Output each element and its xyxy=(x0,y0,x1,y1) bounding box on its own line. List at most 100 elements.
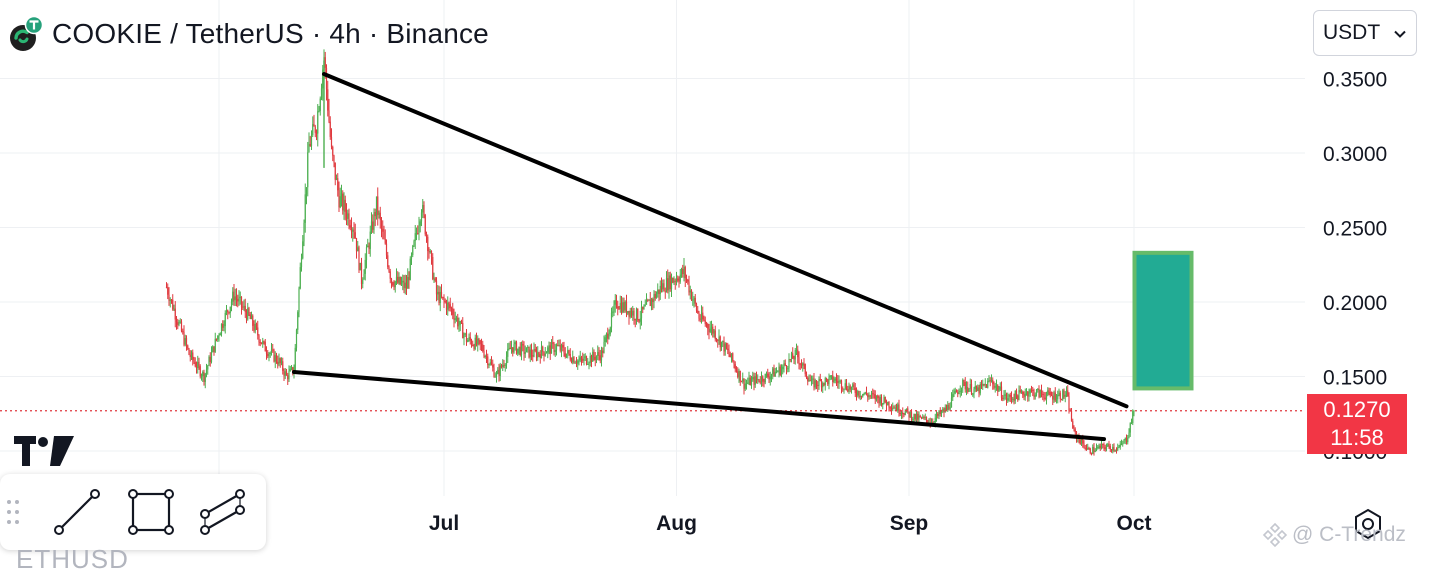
candle-body xyxy=(748,377,750,383)
candle-body xyxy=(1065,390,1068,395)
candle-body xyxy=(743,378,745,389)
candle-body xyxy=(675,278,678,282)
rectangle-icon[interactable] xyxy=(122,482,180,542)
candle-body xyxy=(408,277,410,280)
candle-body xyxy=(438,291,440,304)
candle-body xyxy=(925,417,928,421)
candle-body xyxy=(762,376,764,382)
candle-body xyxy=(248,308,250,315)
candle-body xyxy=(513,344,515,353)
candle-body xyxy=(783,363,785,367)
candle-body xyxy=(269,353,271,355)
candle-body xyxy=(397,276,399,283)
candle-body xyxy=(1042,393,1044,395)
candle-body xyxy=(895,407,898,411)
candle-body xyxy=(692,299,694,301)
candle-body xyxy=(1084,447,1086,449)
candle-body xyxy=(388,266,390,272)
candle-body xyxy=(702,312,704,320)
candle-body xyxy=(609,327,611,335)
candle-body xyxy=(798,357,800,364)
candle-body xyxy=(619,302,621,310)
candle-body xyxy=(910,412,913,421)
candle-body xyxy=(774,371,776,377)
candle-body xyxy=(912,418,914,421)
candle-body xyxy=(242,306,244,308)
drawings[interactable] xyxy=(292,72,1194,442)
candle-body xyxy=(213,346,215,352)
candle-body xyxy=(827,379,829,385)
currency-select[interactable]: USDT xyxy=(1313,10,1417,56)
candle-body xyxy=(1132,411,1134,424)
candle-body xyxy=(1025,391,1028,394)
candle-body xyxy=(1063,390,1065,397)
x-tick-label: Aug xyxy=(656,512,697,535)
candle-body xyxy=(949,407,951,409)
candle-body xyxy=(667,278,669,291)
grid xyxy=(0,0,1305,496)
candle-body xyxy=(789,359,791,361)
candle-body xyxy=(382,228,384,232)
candle-body xyxy=(915,413,918,420)
candle-body xyxy=(297,312,299,330)
candle-body xyxy=(868,395,870,398)
candle-body xyxy=(718,336,720,341)
candle-body xyxy=(793,358,795,360)
candle-body xyxy=(838,380,840,384)
candle-body xyxy=(732,353,734,362)
candle-body xyxy=(1032,390,1034,392)
candle-body xyxy=(1022,391,1024,395)
candle-body xyxy=(780,369,783,375)
candle-body xyxy=(578,360,580,362)
target-box[interactable] xyxy=(1132,250,1194,391)
candle-body xyxy=(544,353,546,356)
candle-body xyxy=(739,370,741,382)
candle-body xyxy=(874,394,876,400)
candle-body xyxy=(1098,445,1100,447)
candle-body xyxy=(198,361,200,367)
candle-body xyxy=(547,347,549,353)
candle-body xyxy=(685,278,688,280)
trend-line-icon[interactable] xyxy=(48,482,106,542)
candle-body xyxy=(1072,421,1074,429)
drag-grip-icon[interactable] xyxy=(0,499,26,525)
candle-body xyxy=(902,412,904,415)
candle-body xyxy=(270,349,273,354)
trendline-lower[interactable] xyxy=(292,370,1106,442)
candle-body xyxy=(259,342,261,344)
candle-body xyxy=(1043,394,1045,398)
candle-body xyxy=(837,380,839,384)
hexagon-settings-icon[interactable] xyxy=(1351,507,1385,546)
candle-body xyxy=(849,386,851,390)
candle-body xyxy=(788,359,790,369)
candle-body xyxy=(857,391,859,396)
currency-value: USDT xyxy=(1323,21,1381,44)
candle-body xyxy=(1128,432,1130,438)
candle-body xyxy=(187,345,189,349)
candle-body xyxy=(437,291,439,295)
y-tick-label: 0.3000 xyxy=(1323,143,1387,166)
time-axis[interactable]: Jul Aug Sep Oct xyxy=(429,512,1152,535)
candle-body xyxy=(833,380,835,383)
trendline-upper[interactable] xyxy=(322,72,1129,409)
candle-body xyxy=(514,342,516,345)
candle-body xyxy=(1112,446,1114,451)
candle-body xyxy=(688,281,690,293)
candle-body xyxy=(552,342,554,344)
candle-body xyxy=(570,359,573,363)
candle-body xyxy=(1079,439,1081,445)
candle-body xyxy=(548,345,550,348)
candle-body xyxy=(415,232,418,234)
tradingview-logo-icon[interactable] xyxy=(14,436,76,471)
candle-body xyxy=(964,382,966,390)
y-tick-label: 0.3500 xyxy=(1323,69,1387,92)
candle-body xyxy=(815,380,818,385)
symbol-title[interactable]: COOKIE / TetherUS · 4h · Binance xyxy=(52,18,489,49)
candle-body xyxy=(565,353,568,357)
candle-body xyxy=(432,256,434,280)
candle-body xyxy=(819,378,821,381)
candle-body xyxy=(360,262,363,284)
candle-body xyxy=(350,227,353,232)
parallel-channel-icon[interactable] xyxy=(196,482,254,542)
